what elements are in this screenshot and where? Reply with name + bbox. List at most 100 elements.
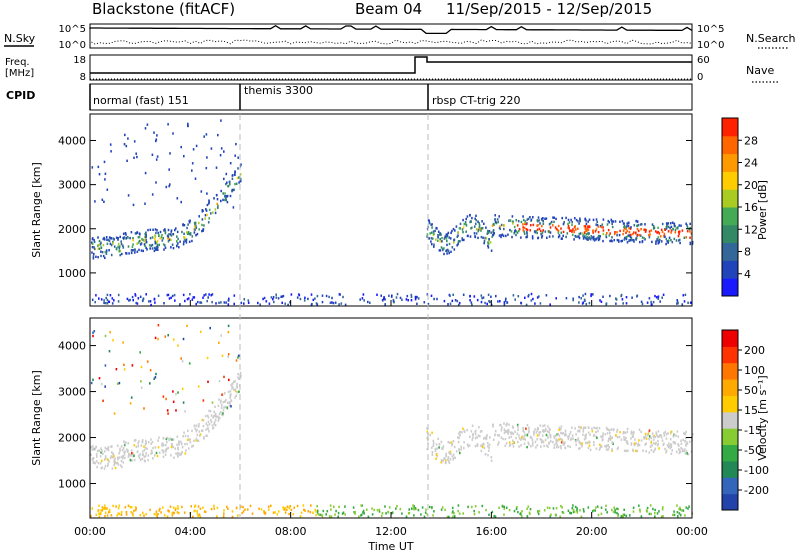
colorbar-tick-label: 100 [744,364,765,377]
data-cell [206,424,209,427]
colorbar-tick-label: 8 [744,246,751,259]
data-cell [522,229,525,232]
data-cell [582,433,584,436]
data-cell [132,452,134,456]
data-cell [532,297,534,301]
data-cell [154,240,156,243]
data-cell [515,219,518,222]
data-cell [636,228,639,231]
data-cell [578,447,580,450]
data-cell [555,434,557,437]
data-cell [592,229,594,232]
data-cell [220,189,222,193]
data-cell [517,440,519,444]
data-cell [586,238,588,241]
data-cell [571,434,574,437]
data-cell [475,232,478,235]
data-cell [513,441,515,444]
data-cell [101,459,103,463]
data-cell [194,504,197,507]
data-cell [238,377,240,380]
data-cell [640,439,643,442]
data-cell [169,183,171,186]
data-cell [134,249,136,252]
data-cell [509,228,511,232]
data-cell [587,506,590,509]
data-cell [626,430,629,434]
data-cell [517,425,519,429]
data-cell [316,294,319,298]
data-cell [443,299,446,303]
data-cell [100,246,103,250]
data-cell [484,436,486,439]
data-cell [667,432,669,435]
data-cell [122,246,125,249]
data-cell [582,508,585,511]
data-cell [130,396,133,399]
data-cell [667,230,670,233]
data-cell [517,220,520,223]
data-cell [93,238,95,242]
data-cell [538,227,541,231]
data-cell [552,216,554,219]
data-cell [171,294,174,298]
data-cell [506,422,508,426]
colorbar-swatch [722,444,738,462]
data-cell [212,211,214,214]
data-cell [665,451,667,454]
data-cell [426,513,429,516]
data-cell [611,222,613,226]
data-cell [275,293,277,296]
data-cell [637,229,640,233]
data-cell [220,406,223,410]
data-cell [201,218,204,221]
data-cell [103,450,106,453]
data-cell [536,231,538,235]
data-cell [153,513,156,516]
data-cell [117,463,120,466]
data-cell [471,303,473,306]
data-cell [282,294,285,298]
data-cell [432,439,435,443]
data-cell [664,228,667,231]
data-cell [665,242,667,246]
data-cell [487,246,490,249]
data-cell [244,508,246,511]
data-cell [227,353,230,356]
data-cell [562,222,565,226]
data-cell [632,232,634,236]
data-cell [317,513,320,516]
data-cell [537,224,539,227]
data-cell [426,233,429,236]
data-cell [648,234,650,237]
data-cell [507,428,510,432]
data-cell [458,240,460,243]
data-cell [585,222,588,225]
data-cell [328,515,331,518]
data-cell [124,232,127,235]
data-cell [384,303,386,306]
data-cell [687,301,689,304]
data-cell [644,432,647,436]
data-cell [484,236,486,240]
data-cell [555,441,558,445]
data-cell [585,302,588,306]
data-cell [98,239,101,243]
data-cell [582,427,585,431]
freq-left-top: 18 [73,55,86,66]
data-cell [120,513,123,516]
data-cell [645,229,647,232]
data-cell [562,230,565,234]
data-cell [538,509,541,513]
data-cell [448,251,450,255]
data-cell [654,508,656,512]
data-cell [228,180,231,184]
data-cell [526,235,529,238]
data-cell [596,223,599,227]
data-cell [667,239,670,242]
data-cell [457,234,459,237]
data-cell [219,401,222,404]
data-cell [684,440,687,443]
data-cell [287,303,289,307]
data-cell [662,515,664,518]
